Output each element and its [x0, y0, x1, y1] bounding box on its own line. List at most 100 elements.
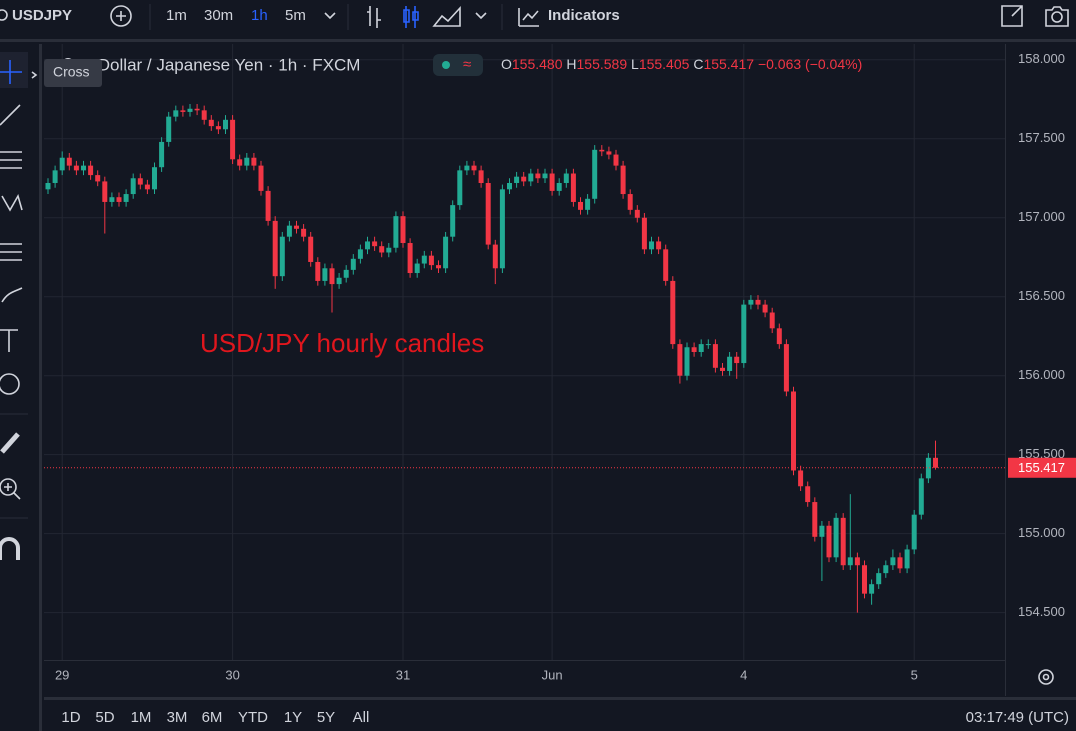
range-button[interactable]: YTD [238, 709, 268, 726]
candle-body [123, 194, 129, 202]
candle-body [684, 347, 690, 376]
trendline-tool[interactable] [0, 104, 21, 126]
candle-body [230, 119, 236, 160]
candle-body [272, 220, 278, 277]
x-tick-label: 5 [911, 667, 918, 682]
change: −0.063 (−0.04%) [758, 56, 862, 72]
fib-tool[interactable] [0, 151, 22, 169]
range-button[interactable]: 6M [202, 709, 223, 726]
plot-area [44, 44, 1005, 660]
range-button[interactable]: 5Y [317, 709, 335, 726]
candle-body [137, 178, 143, 185]
candle-body [88, 165, 94, 176]
snapshot-icon[interactable] [1045, 6, 1069, 27]
candle-body [578, 201, 583, 210]
candle-body [215, 126, 221, 130]
candle-body [805, 486, 811, 503]
candle-body [563, 173, 569, 183]
search-icon[interactable] [0, 9, 8, 21]
candle-body [478, 170, 484, 183]
interval[interactable]: 30m [204, 7, 233, 24]
candle-body [45, 182, 51, 190]
brush-tool[interactable] [1, 287, 23, 303]
range-button[interactable]: 5D [95, 709, 114, 726]
plot-bg [44, 44, 1005, 660]
status-badge[interactable] [433, 54, 483, 76]
candle-body [592, 149, 598, 199]
add-symbol[interactable] [110, 5, 132, 27]
last-price-tag [1008, 457, 1076, 478]
candle-body [783, 344, 789, 392]
range-button[interactable]: 1D [61, 709, 80, 726]
y-tick-label: 158.000 [1018, 51, 1065, 66]
candle-body [925, 457, 931, 479]
candle-body [244, 157, 250, 166]
candle-body [393, 216, 399, 248]
candle-body [379, 246, 385, 253]
cross-tool[interactable] [0, 60, 22, 84]
candle-body [521, 176, 527, 182]
annotation: USD/JPY hourly candles [200, 328, 484, 358]
x-tick-label: 30 [225, 667, 239, 682]
y-tick-label: 157.500 [1018, 130, 1065, 145]
candle-body [620, 165, 626, 195]
zoom-tool[interactable] [0, 478, 17, 496]
symbol[interactable]: USDJPY [12, 7, 72, 24]
popout-icon[interactable] [1001, 5, 1023, 27]
interval[interactable]: 5m [285, 7, 306, 24]
candle-body [450, 205, 456, 237]
pattern-tool[interactable] [1, 193, 23, 212]
icon-tool[interactable] [0, 373, 20, 395]
ohlc-key: L [631, 56, 639, 72]
text-tool[interactable] [0, 329, 18, 352]
range-button[interactable]: 3M [167, 709, 188, 726]
candle-body [535, 173, 541, 179]
candle-body [933, 457, 938, 468]
magnet-tool[interactable] [0, 537, 20, 560]
candle-body [329, 268, 335, 285]
candle-body [52, 170, 58, 183]
candles-icon[interactable] [403, 6, 419, 28]
candle-body [357, 249, 363, 259]
candle-body [144, 184, 150, 190]
area-icon[interactable] [432, 5, 461, 27]
candle-body [315, 261, 321, 281]
candle-body [251, 157, 257, 166]
candle-body [485, 182, 491, 245]
tool-menu[interactable] [31, 71, 38, 79]
candle-body [414, 263, 420, 274]
range-button[interactable]: 1Y [284, 709, 302, 726]
candle-body [670, 280, 676, 345]
indicators[interactable]: Indicators [548, 7, 620, 24]
settings-icon[interactable] [1038, 669, 1054, 685]
ohlc-key: C [693, 56, 703, 72]
bars-icon[interactable] [367, 6, 381, 28]
indicators-icon[interactable] [518, 8, 539, 27]
candle-body [769, 312, 775, 329]
chart-type-menu[interactable] [475, 12, 487, 20]
ohlc-value: 155.589 [577, 56, 628, 72]
candle-body [641, 217, 647, 250]
candle-body [585, 198, 591, 210]
candle-body [322, 268, 328, 281]
interval[interactable]: 1m [166, 7, 187, 24]
x-tick-label: Jun [542, 667, 563, 682]
range-button[interactable]: 1M [131, 709, 152, 726]
ruler-tool[interactable] [0, 432, 20, 454]
candle-body [336, 277, 342, 285]
candle-body [443, 236, 449, 269]
y-tick-label: 156.000 [1018, 367, 1065, 382]
prediction-tool[interactable] [0, 243, 22, 261]
interval-active[interactable]: 1h [251, 7, 268, 24]
candle-body [734, 356, 740, 364]
top-toolbar: USDJPY 1m 30m 1h 5m Indicators [0, 4, 1076, 42]
ohlc-key: O [501, 56, 512, 72]
candle-body [294, 225, 299, 229]
candle-body [570, 173, 576, 202]
candle-body [791, 391, 796, 471]
interval-menu[interactable] [324, 12, 336, 20]
candle-body [904, 549, 910, 569]
range-button[interactable]: All [353, 709, 370, 726]
candle-body [59, 157, 65, 171]
